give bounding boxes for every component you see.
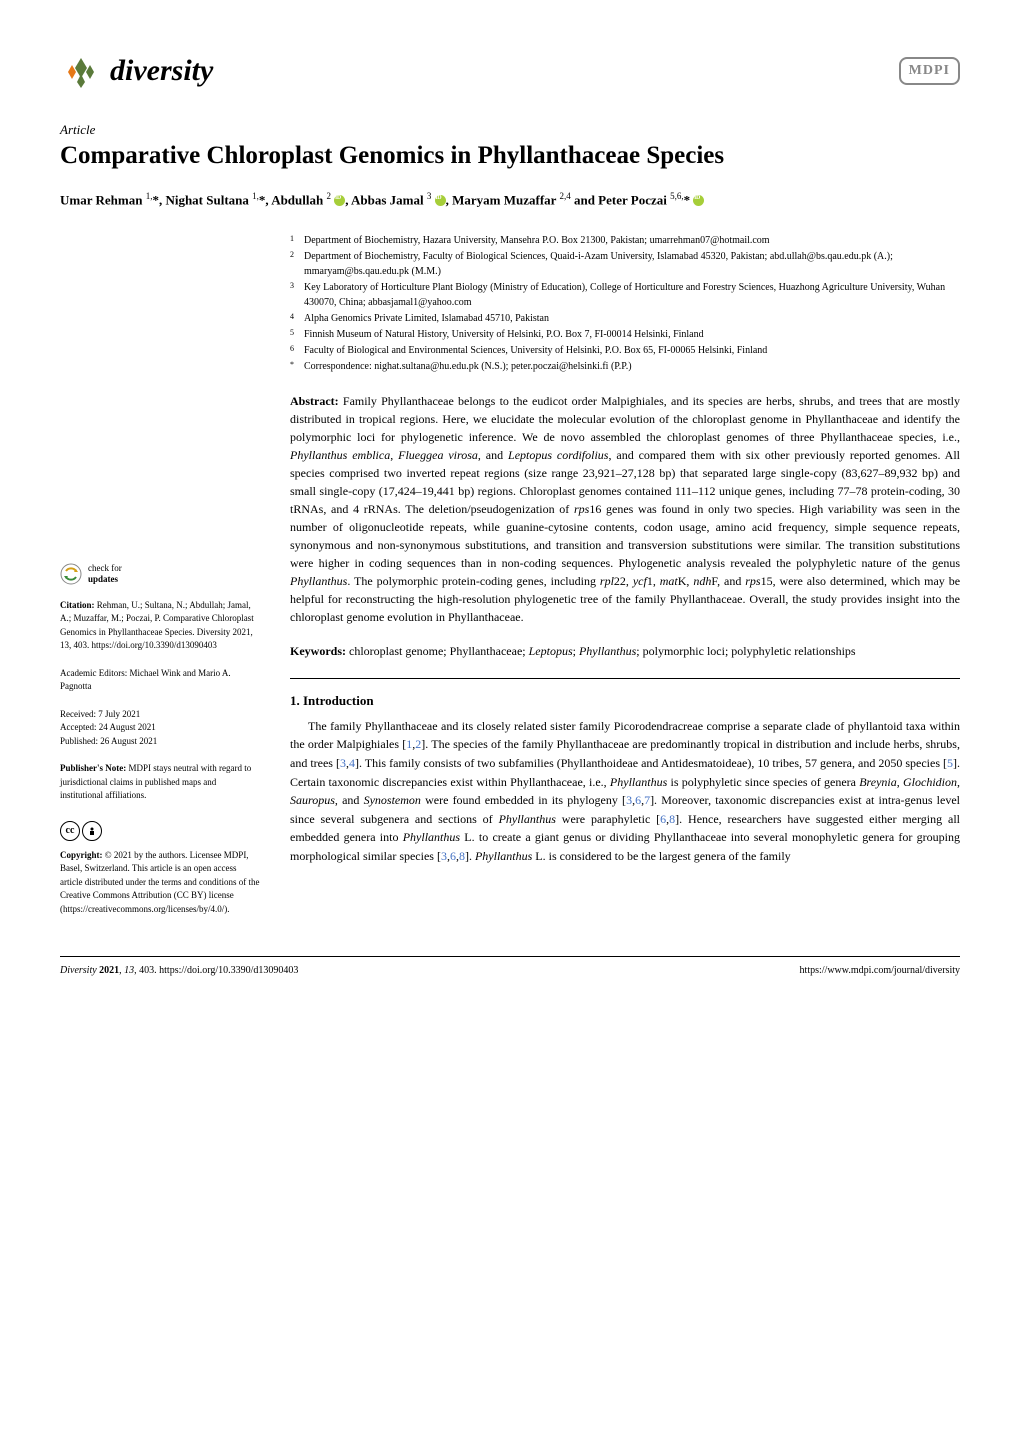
affil-num: 2: [290, 249, 304, 279]
intro-paragraph: The family Phyllanthaceae and its closel…: [290, 717, 960, 866]
affil-num: 4: [290, 311, 304, 326]
check-updates-label: check forupdates: [88, 563, 122, 585]
abstract: Abstract: Family Phyllanthaceae belongs …: [290, 392, 960, 626]
received-date: Received: 7 July 2021: [60, 708, 260, 722]
affil-text: Key Laboratory of Horticulture Plant Bio…: [304, 280, 960, 310]
orcid-icon: [334, 195, 345, 206]
affiliations: 1Department of Biochemistry, Hazara Univ…: [290, 233, 960, 374]
affiliation-row: 6Faculty of Biological and Environmental…: [290, 343, 960, 358]
affil-text: Finnish Museum of Natural History, Unive…: [304, 327, 960, 342]
by-icon: [82, 821, 102, 841]
keywords-label: Keywords:: [290, 644, 346, 658]
dates-block: Received: 7 July 2021 Accepted: 24 Augus…: [60, 708, 260, 749]
mdpi-logo: MDPI: [899, 57, 960, 85]
footer-right: https://www.mdpi.com/journal/diversity: [800, 965, 960, 976]
affil-text: Correspondence: nighat.sultana@hu.edu.pk…: [304, 359, 960, 374]
license-block: cc Copyright: © 2021 by the authors. Lic…: [60, 821, 260, 917]
journal-logo: diversity: [60, 50, 213, 92]
diversity-logo-icon: [60, 50, 102, 92]
page-footer: Diversity 2021, 13, 403. https://doi.org…: [60, 956, 960, 976]
citation-block: Citation: Rehman, U.; Sultana, N.; Abdul…: [60, 599, 260, 653]
affiliation-row: 5Finnish Museum of Natural History, Univ…: [290, 327, 960, 342]
cc-icons: cc: [60, 821, 260, 841]
footer-left: Diversity 2021, 13, 403. https://doi.org…: [60, 965, 298, 976]
sidebar: check forupdates Citation: Rehman, U.; S…: [60, 233, 260, 927]
affiliation-row: 3Key Laboratory of Horticulture Plant Bi…: [290, 280, 960, 310]
affil-text: Alpha Genomics Private Limited, Islamaba…: [304, 311, 960, 326]
main-column: 1Department of Biochemistry, Hazara Univ…: [290, 233, 960, 927]
citation-label: Citation:: [60, 600, 95, 610]
journal-name: diversity: [110, 54, 213, 88]
article-type: Article: [60, 122, 960, 138]
authors-line: Umar Rehman 1,*, Nighat Sultana 1,*, Abd…: [60, 191, 960, 208]
note-label: Publisher's Note:: [60, 763, 126, 773]
article-title: Comparative Chloroplast Genomics in Phyl…: [60, 140, 960, 173]
accepted-date: Accepted: 24 August 2021: [60, 721, 260, 735]
editor-block: Academic Editors: Michael Wink and Mario…: [60, 667, 260, 694]
section-heading: 1. Introduction: [290, 693, 960, 709]
publisher-note: Publisher's Note: MDPI stays neutral wit…: [60, 762, 260, 803]
copyright-label: Copyright:: [60, 850, 103, 860]
affiliation-row: 1Department of Biochemistry, Hazara Univ…: [290, 233, 960, 248]
affil-num: *: [290, 359, 304, 374]
keywords-text: chloroplast genome; Phyllanthaceae; Lept…: [346, 644, 856, 658]
affil-text: Department of Biochemistry, Faculty of B…: [304, 249, 960, 279]
affiliation-row: 4Alpha Genomics Private Limited, Islamab…: [290, 311, 960, 326]
affiliation-row: 2Department of Biochemistry, Faculty of …: [290, 249, 960, 279]
section-divider: [290, 678, 960, 679]
keywords: Keywords: chloroplast genome; Phyllantha…: [290, 642, 960, 660]
abstract-text: Family Phyllanthaceae belongs to the eud…: [290, 394, 960, 624]
affiliation-row: *Correspondence: nighat.sultana@hu.edu.p…: [290, 359, 960, 374]
orcid-icon: [435, 195, 446, 206]
orcid-icon: [693, 195, 704, 206]
affil-text: Faculty of Biological and Environmental …: [304, 343, 960, 358]
affil-num: 5: [290, 327, 304, 342]
cc-icon: cc: [60, 821, 80, 841]
check-updates-badge[interactable]: check forupdates: [60, 563, 260, 585]
affil-num: 3: [290, 280, 304, 310]
affil-text: Department of Biochemistry, Hazara Unive…: [304, 233, 960, 248]
affil-num: 6: [290, 343, 304, 358]
page-header: diversity MDPI: [60, 50, 960, 92]
affil-num: 1: [290, 233, 304, 248]
check-updates-icon: [60, 563, 82, 585]
abstract-label: Abstract:: [290, 394, 339, 408]
published-date: Published: 26 August 2021: [60, 735, 260, 749]
